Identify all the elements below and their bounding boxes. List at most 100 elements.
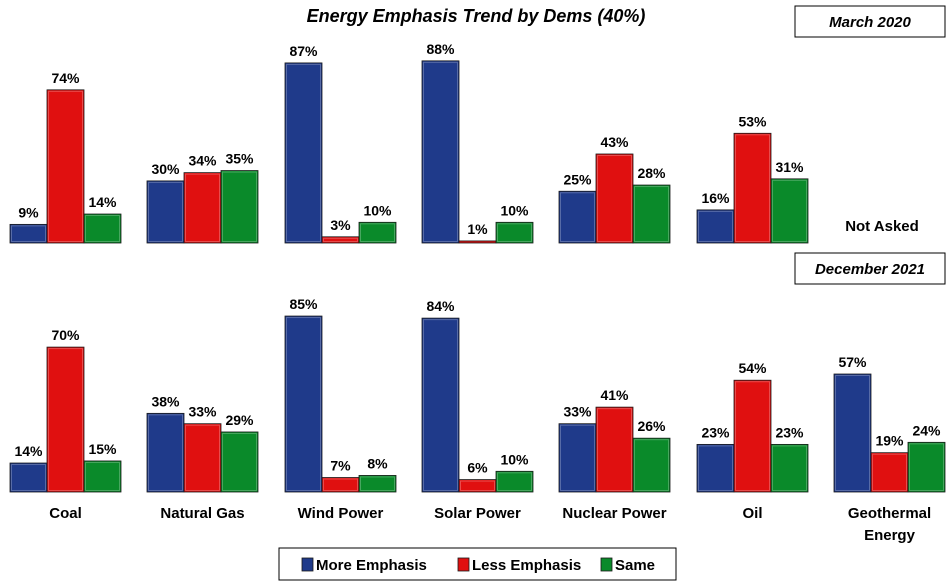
- data-label: 26%: [637, 418, 666, 434]
- bar-highlight: [423, 319, 458, 491]
- bar-highlight: [560, 424, 595, 491]
- period-label: December 2021: [815, 261, 925, 278]
- chart-title: Energy Emphasis Trend by Dems (40%): [307, 6, 646, 26]
- bar-same: [220, 431, 259, 493]
- chart-panels: March 2020 9% 74% 14% 30% 34% 35% 87% 3% 10% 88% 1%…: [9, 5, 946, 493]
- bar-highlight: [85, 461, 120, 492]
- category-label: Wind Power: [298, 505, 384, 522]
- bar-highlight: [148, 414, 183, 491]
- bar-same: [907, 441, 946, 493]
- bar-highlight: [360, 223, 395, 243]
- bar-highlight: [560, 192, 595, 242]
- bar-same: [632, 184, 671, 244]
- data-label: 10%: [500, 202, 529, 218]
- bar-less: [321, 477, 360, 493]
- data-label: 87%: [289, 43, 318, 59]
- legend-swatch-less: [457, 557, 470, 572]
- data-label: 9%: [18, 204, 39, 220]
- panel-1: March 2020 9% 74% 14% 30% 34% 35% 87% 3% 10% 88% 1%…: [9, 5, 946, 244]
- data-label: 28%: [637, 165, 666, 181]
- bar-highlight: [735, 381, 770, 491]
- data-label: 35%: [225, 151, 254, 167]
- bar-same: [495, 221, 534, 244]
- data-label: 29%: [225, 412, 254, 428]
- bar-highlight: [634, 439, 669, 491]
- bar-more: [421, 317, 460, 493]
- data-label: 6%: [467, 460, 488, 476]
- category-label: Geothermal: [848, 505, 931, 522]
- bar-highlight: [909, 443, 944, 492]
- category-label: Coal: [49, 505, 82, 522]
- data-label: 7%: [330, 458, 351, 474]
- bar-highlight: [772, 445, 807, 492]
- legend-label-more: More Emphasis: [316, 557, 427, 574]
- data-label: 33%: [563, 404, 592, 420]
- bar-less: [870, 452, 909, 493]
- bar-highlight: [597, 408, 632, 492]
- data-label: 85%: [289, 296, 318, 312]
- bar-less: [183, 423, 222, 493]
- legend-swatch-same: [600, 557, 613, 572]
- data-label: 88%: [426, 41, 455, 57]
- bar-highlight: [497, 223, 532, 243]
- data-label: 15%: [88, 441, 117, 457]
- bar-highlight: [423, 61, 458, 243]
- bar-more: [284, 315, 323, 493]
- period-label: March 2020: [829, 14, 911, 31]
- bar-highlight: [323, 237, 358, 242]
- data-label: 14%: [14, 443, 43, 459]
- bar-less: [595, 153, 634, 244]
- category-label: Energy: [864, 527, 916, 544]
- data-label: 23%: [701, 424, 730, 440]
- bar-less: [733, 132, 772, 244]
- period-box: [794, 252, 946, 285]
- bar-more: [421, 60, 460, 244]
- data-label: 16%: [701, 190, 730, 206]
- data-label: 41%: [600, 387, 629, 403]
- bar-highlight: [222, 171, 257, 242]
- bar-same: [83, 213, 122, 244]
- bar-same: [495, 470, 534, 493]
- data-label: 10%: [363, 202, 392, 218]
- bar-more: [558, 423, 597, 493]
- data-label: 23%: [775, 424, 804, 440]
- period-box: [794, 5, 946, 38]
- not-asked-note: Not Asked: [845, 218, 919, 235]
- bar-highlight: [286, 63, 321, 242]
- data-label: 43%: [600, 134, 629, 150]
- legend-swatch-more: [301, 557, 314, 572]
- bar-highlight: [222, 432, 257, 491]
- data-label: 33%: [188, 404, 217, 420]
- bar-same: [770, 443, 809, 493]
- bar-more: [9, 462, 48, 493]
- bar-less: [595, 406, 634, 493]
- bar-more: [284, 62, 323, 244]
- bar-highlight: [360, 476, 395, 492]
- bar-highlight: [460, 480, 495, 491]
- category-label: Natural Gas: [160, 505, 244, 522]
- data-label: 54%: [738, 360, 767, 376]
- bar-less: [733, 379, 772, 493]
- bar-more: [833, 373, 872, 493]
- bar-less: [46, 346, 85, 493]
- bar-same: [220, 170, 259, 244]
- bar-highlight: [597, 154, 632, 243]
- bar-highlight: [323, 478, 358, 492]
- category-label: Nuclear Power: [562, 505, 666, 522]
- data-label: 1%: [467, 221, 488, 237]
- bar-highlight: [48, 348, 83, 491]
- data-label: 38%: [151, 393, 180, 409]
- bar-more: [696, 443, 735, 493]
- bar-same: [358, 475, 397, 493]
- data-label: 34%: [188, 153, 217, 169]
- bar-highlight: [85, 215, 120, 243]
- legend-label-less: Less Emphasis: [472, 557, 581, 574]
- bar-same: [770, 178, 809, 244]
- bar-same: [358, 221, 397, 244]
- bar-highlight: [835, 375, 870, 492]
- bar-highlight: [772, 179, 807, 242]
- bar-highlight: [11, 464, 46, 491]
- data-label: 8%: [367, 455, 388, 471]
- bar-highlight: [698, 210, 733, 243]
